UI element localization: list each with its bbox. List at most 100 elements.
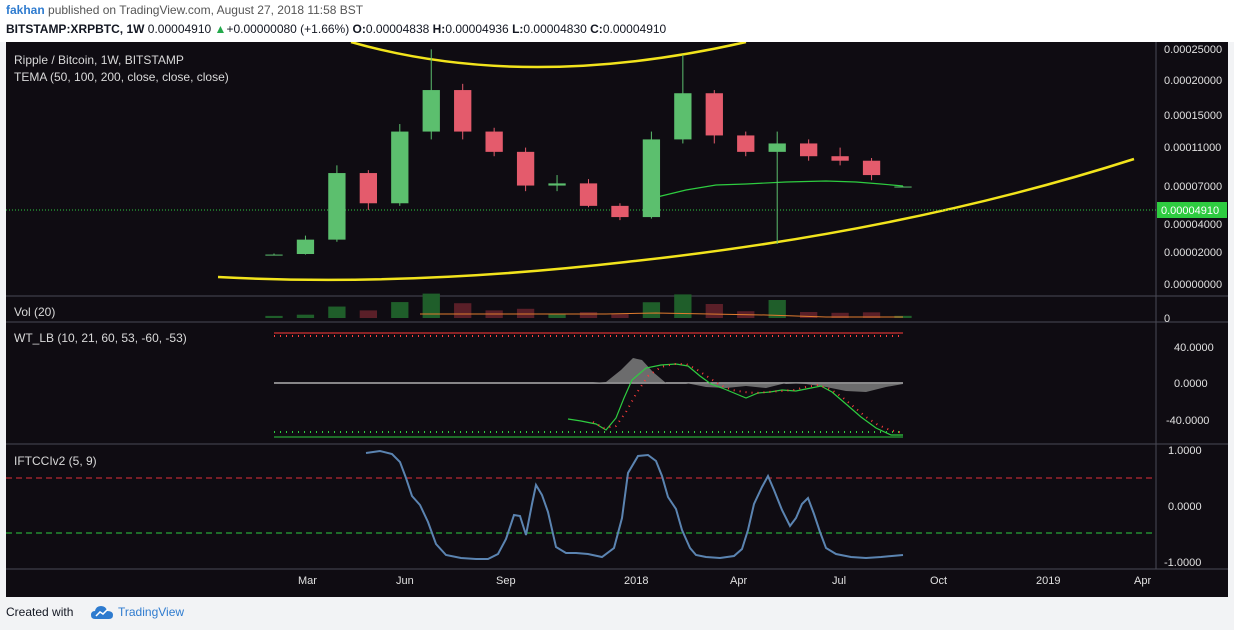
price-tick: 0.00007000 [1164,181,1222,193]
created-with-text: Created with [6,605,74,619]
symbol-label: BITSTAMP:XRPBTC, 1W [6,22,145,36]
candle-body [831,156,849,161]
volume-pane-title[interactable]: Vol (20) [14,305,55,319]
ohlc-line: BITSTAMP:XRPBTC, 1W 0.00004910 ▲+0.00000… [6,22,666,36]
volume-bar [831,312,849,318]
candle-body [579,183,598,206]
candle-body [862,160,881,176]
candle-body [894,186,912,188]
high-value: 0.00004936 [445,22,509,36]
ift-pane-title[interactable]: IFTCCIv2 (5, 9) [14,454,97,468]
published-text: published on TradingView.com, August 27,… [48,3,364,17]
ift-tick: -1.0000 [1164,557,1201,569]
last-price-marker [1157,202,1227,218]
candle-body [768,143,786,152]
main-pane-title: Ripple / Bitcoin, 1W, BITSTAMP [14,53,184,67]
chart-svg[interactable]: Ripple / Bitcoin, 1W, BITSTAMP TEMA (50,… [6,40,1228,597]
change-value: +0.00000080 (+1.66%) [226,22,350,36]
candle-body [642,139,661,218]
ift-tick: 1.0000 [1168,445,1202,457]
close-value: 0.00004910 [602,22,667,36]
volume-bar [328,306,346,318]
change-arrow-icon: ▲ [214,22,227,36]
time-tick: Mar [298,575,317,587]
candle-body [611,205,629,218]
candle-body [548,183,566,186]
candle-body [737,135,755,152]
price-tick: 0.00020000 [1164,75,1222,87]
time-tick: Apr [1134,575,1151,587]
close-label: C: [590,22,603,36]
price-scale: 0.00025000 0.00020000 0.00015000 0.00011… [1164,44,1222,291]
candle-body [454,90,472,132]
time-tick: Jul [832,575,846,587]
chart-header: fakhan published on TradingView.com, Aug… [0,0,1234,42]
volume-ma-line [420,312,903,318]
volume-bar [391,302,409,318]
price-scale-background[interactable] [1156,42,1228,569]
support-arc-line [217,157,1135,282]
time-tick: 2019 [1036,575,1060,587]
time-tick: Jun [396,575,414,587]
volume-bar [265,315,283,318]
publish-line: fakhan published on TradingView.com, Aug… [6,3,363,17]
volume-bar [579,312,598,318]
tradingview-cloud-icon[interactable] [90,603,114,621]
wt-tick: 40.0000 [1174,342,1214,354]
candle-body [265,254,283,256]
time-tick: 2018 [624,575,648,587]
ift-tick: 0.0000 [1168,501,1202,513]
candle-body [674,93,692,140]
high-label: H: [432,22,446,36]
volume-bar [422,293,440,318]
last-price: 0.00004910 [147,22,212,36]
volume-bar [642,302,661,318]
wt-histogram-area [593,358,903,392]
candle-body [328,173,346,240]
author-link[interactable]: fakhan [6,3,45,17]
volume-bar [516,308,535,318]
time-tick: Apr [730,575,747,587]
candle-body [516,151,535,186]
time-tick: Sep [496,575,516,587]
price-tick: 0.00025000 [1164,44,1222,56]
volume-bar [454,303,472,318]
tradingview-link[interactable]: TradingView [118,605,185,619]
tema-indicator-label[interactable]: TEMA (50, 100, 200, close, close, close) [14,70,229,84]
volume-bar [296,314,315,318]
volume-bar [548,313,566,318]
resistance-arc-line [350,40,747,69]
volume-bar [611,314,629,318]
price-tick: 0.00011000 [1164,142,1221,154]
candle-body [359,173,377,204]
chart-background [6,42,1156,569]
footer: Created with TradingView [0,597,1234,630]
candle-body [800,143,818,157]
volume-bar [768,300,786,318]
volume-bar [674,294,692,318]
chart-area[interactable]: Ripple / Bitcoin, 1W, BITSTAMP TEMA (50,… [6,40,1228,597]
wt-pane-title[interactable]: WT_LB (10, 21, 60, 53, -60, -53) [14,331,187,345]
last-price-marker-text: 0.00004910 [1161,205,1219,217]
wt-line-green [567,363,903,436]
volume-bar [359,310,377,318]
wt-tick: -40.0000 [1166,415,1209,427]
ift-cci-line [365,449,904,560]
price-tick: 0.00000000 [1164,279,1222,291]
time-tick: Oct [930,575,947,587]
low-value: 0.00004830 [523,22,587,36]
time-scale-background[interactable] [6,569,1228,597]
candle-body [485,131,503,152]
volume-bar [705,304,723,318]
tema-line [652,180,904,199]
volume-bar [862,312,881,318]
candle-body [705,93,723,136]
volume-bar [800,312,818,318]
low-label: L: [512,22,524,36]
open-label: O: [352,22,366,36]
price-tick: 0.00004000 [1164,219,1222,231]
price-tick: 0.00002000 [1164,247,1222,259]
candle-body [391,131,409,204]
open-value: 0.00004838 [365,22,430,36]
candle-body [296,239,315,255]
